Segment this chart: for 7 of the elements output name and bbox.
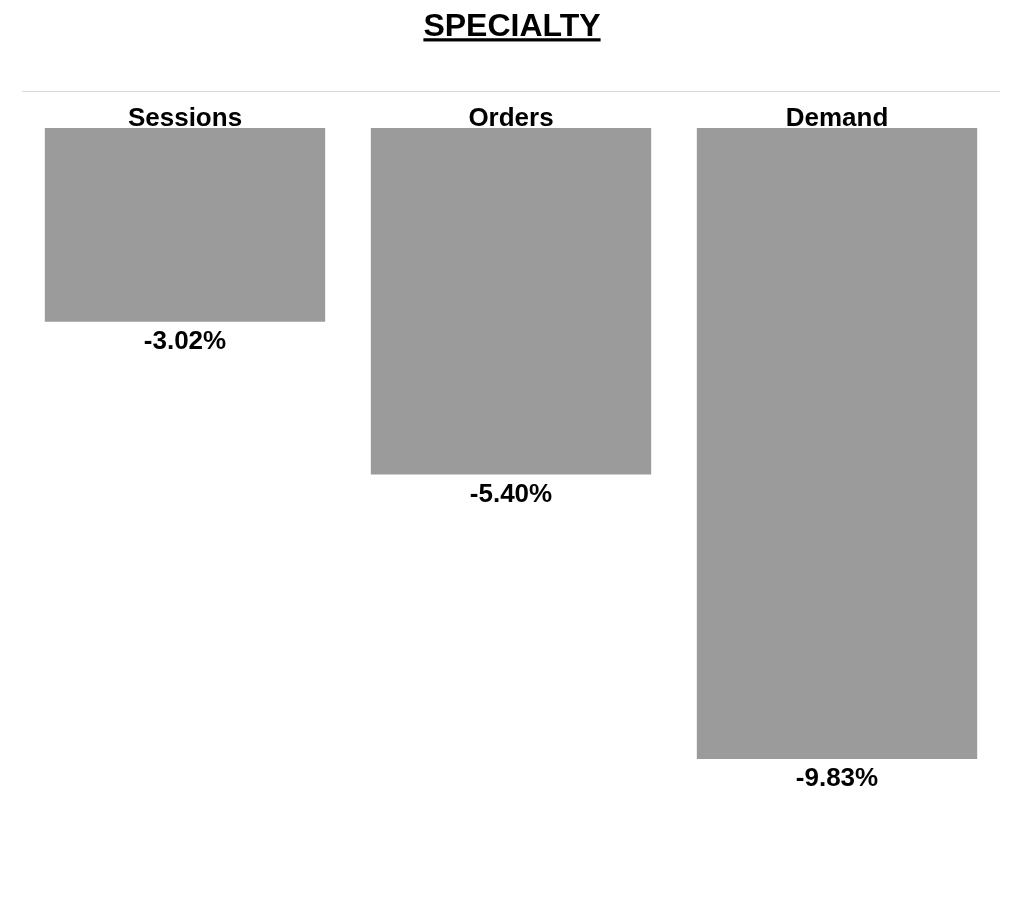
x-tick-label: Orders: [468, 102, 554, 132]
chart-title: SPECIALTY: [423, 7, 601, 44]
data-label: -9.83%: [795, 761, 879, 792]
data-label: -5.40%: [469, 477, 553, 508]
data-label: -3.02%: [143, 324, 227, 355]
x-tick-label: Demand: [785, 102, 889, 132]
x-tick-label: Sessions: [127, 102, 243, 132]
